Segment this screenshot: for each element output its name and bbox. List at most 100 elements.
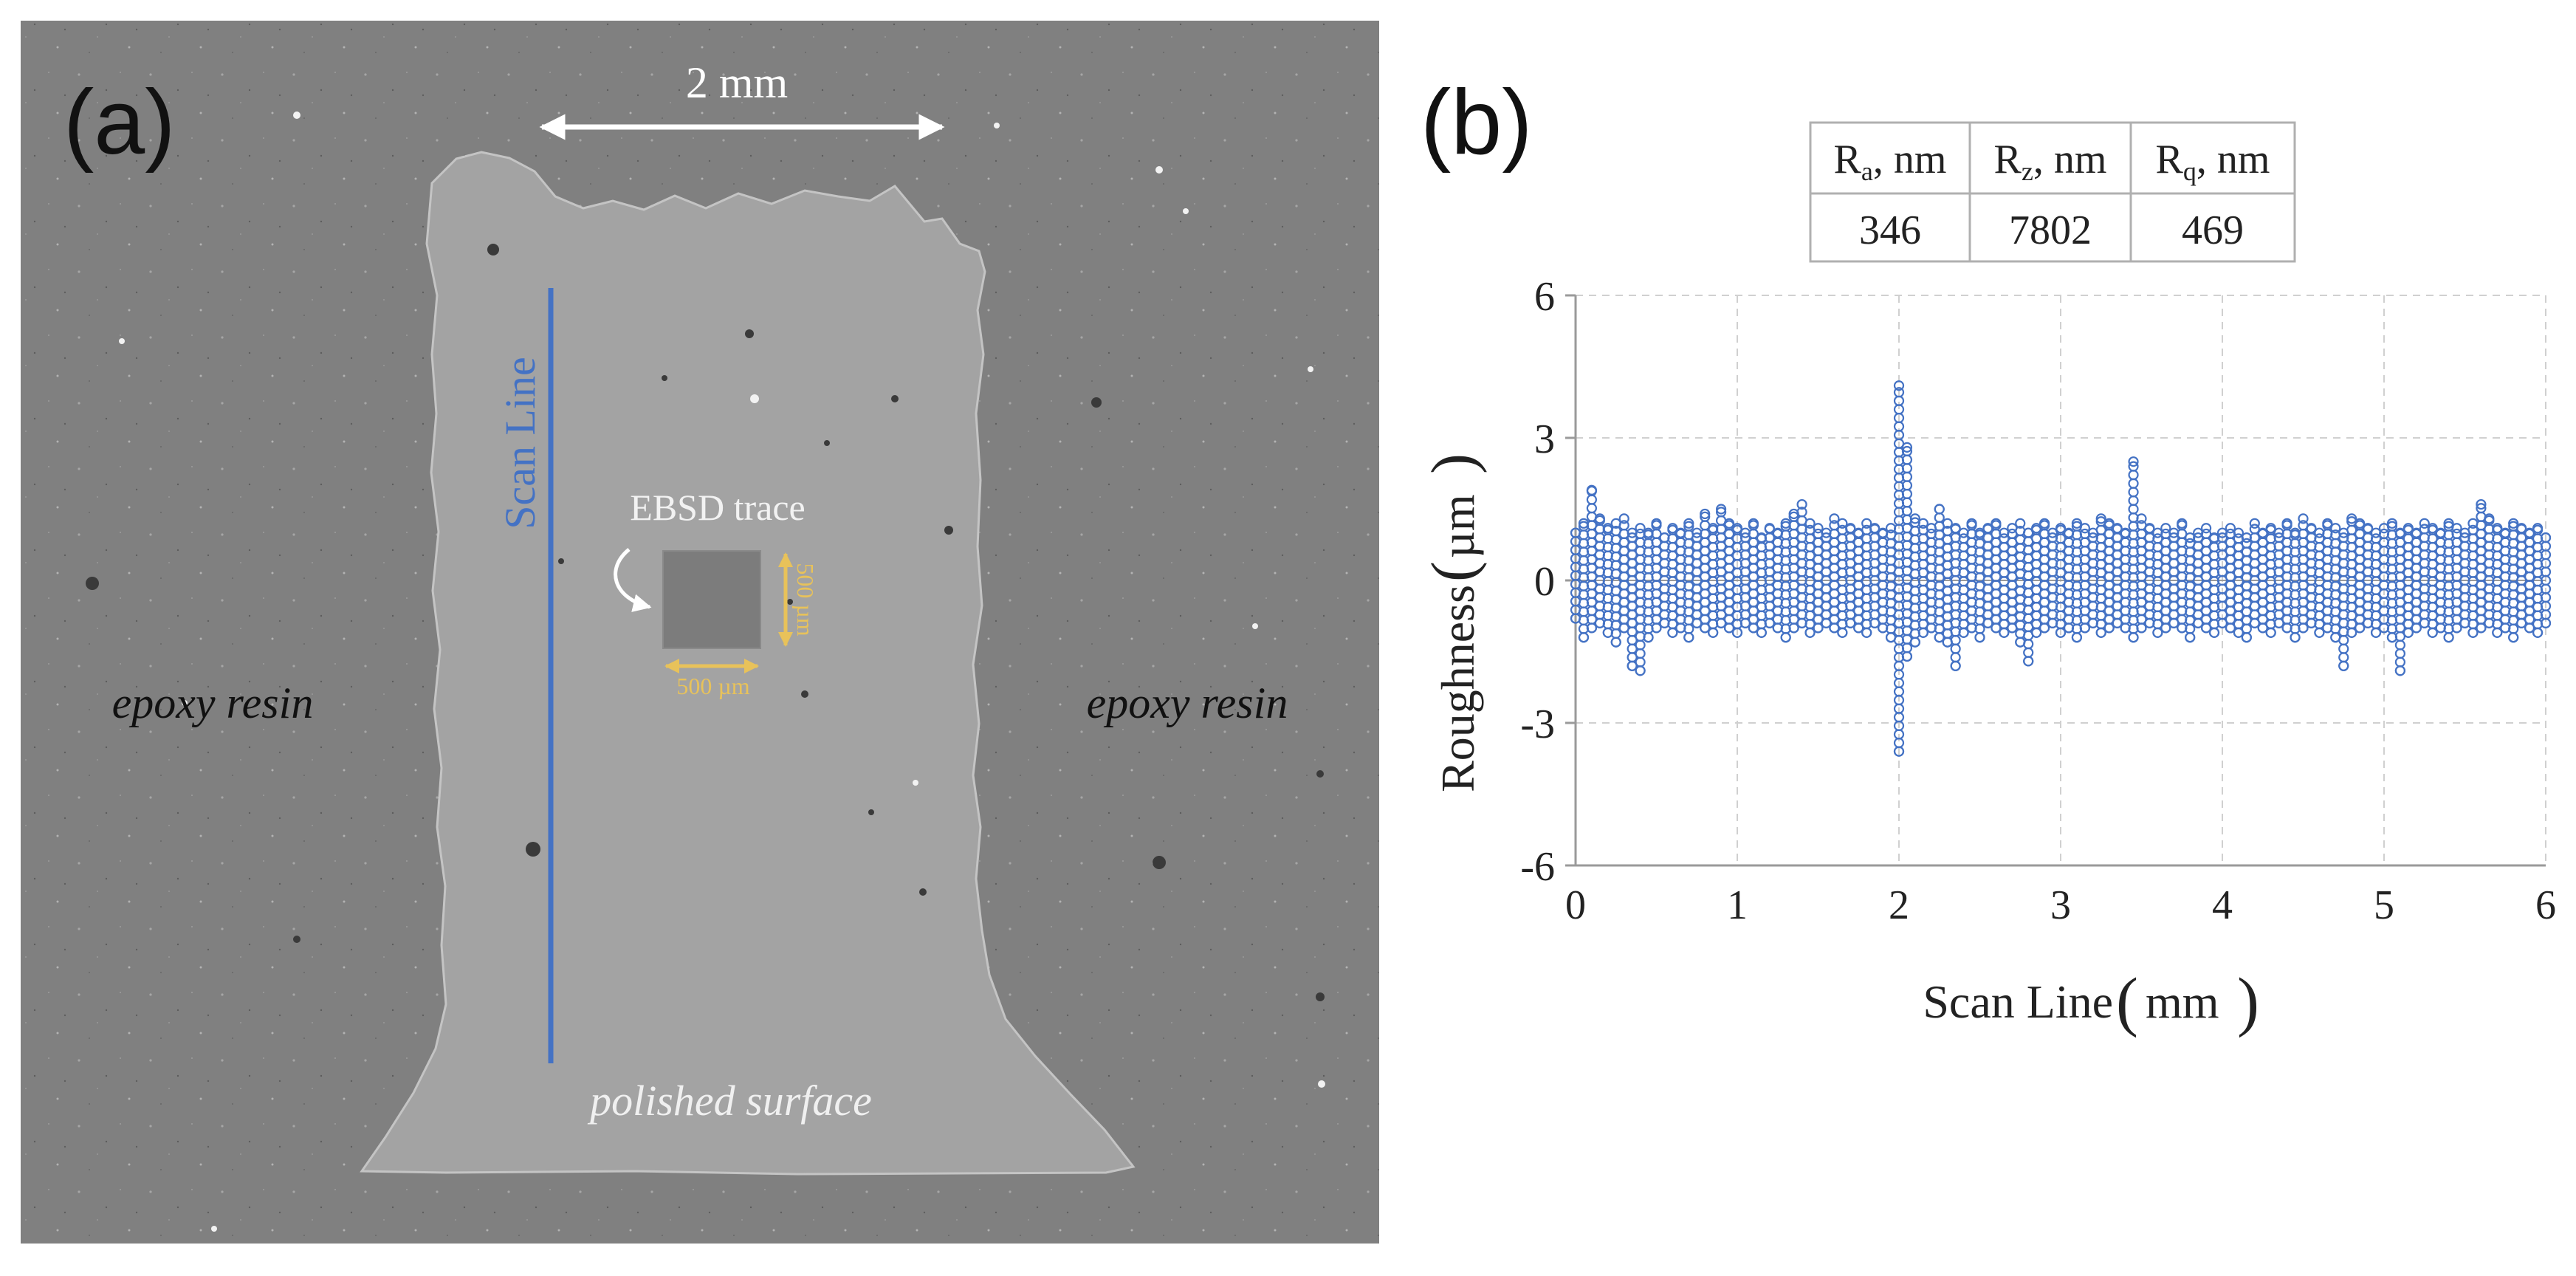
data-point (2201, 528, 2212, 540)
data-point-min (2241, 632, 2252, 643)
data-point (2128, 478, 2139, 489)
roughness-table: Ra, nm Rz, nm Rq, nm 346 7802 469 (1809, 121, 2296, 263)
y-axis-paren-right: ) (1419, 453, 1488, 474)
ebsd-arrow (614, 548, 652, 612)
data-point-min (2476, 622, 2487, 634)
y-tick-label: 6 (1534, 274, 1555, 320)
data-point-min (2492, 627, 2503, 638)
data-point-max (2225, 523, 2236, 534)
data-point-min (2095, 627, 2106, 638)
data-point-max (1748, 518, 1759, 529)
x-axis-paren-right: ) (2237, 965, 2259, 1038)
data-point-max (2476, 498, 2487, 510)
data-point-max (2233, 527, 2244, 538)
data-point-min (2249, 617, 2260, 629)
data-point (2467, 524, 2479, 535)
data-point-max (2128, 456, 2139, 467)
data-point (1950, 652, 1961, 663)
data-point (1821, 532, 1832, 543)
x-tick-label: 3 (2050, 882, 2071, 928)
y-axis-title-unit: µm (1432, 494, 1484, 558)
data-point-max (2112, 523, 2123, 534)
data-point (2128, 487, 2139, 498)
data-point (1635, 639, 1646, 651)
data-point-min (2193, 617, 2204, 629)
data-point-max (2484, 513, 2495, 524)
data-point-min (1756, 627, 1767, 638)
data-point (1691, 532, 1703, 543)
table-header-rq: Rq, nm (2156, 137, 2270, 186)
data-point-max (1901, 442, 1913, 453)
data-point-max (1950, 523, 1961, 534)
data-point-min (1739, 617, 1751, 629)
data-point-min (2103, 622, 2115, 634)
data-point-min (2516, 617, 2527, 629)
data-point-max (2516, 523, 2527, 534)
x-axis-title-text: Scan Line (1923, 975, 2113, 1028)
data-point-min (1708, 627, 1719, 638)
data-point (2168, 532, 2180, 543)
data-point-max (2540, 532, 2552, 543)
data-point-min (2023, 656, 2034, 667)
data-point-max (1845, 523, 1856, 534)
data-point-max (1796, 498, 1807, 510)
panel-a: 2 mm Scan Line EBSD trace 500 µm 500 µm … (21, 21, 1379, 1244)
data-point (1934, 512, 1945, 524)
data-point-min (1780, 632, 1791, 643)
data-point-min (1700, 622, 1711, 634)
data-point-min (1586, 622, 1597, 634)
data-point-max (2443, 518, 2454, 529)
data-point-min (2427, 627, 2438, 638)
x-tick-label: 4 (2212, 882, 2233, 928)
data-point-min (1667, 627, 1678, 638)
data-point-min (1991, 622, 2002, 634)
right-region-label: epoxy resin (1087, 679, 1288, 727)
data-point-max (2136, 513, 2147, 524)
data-point-min (1813, 622, 1824, 634)
data-point-min (1917, 627, 1928, 638)
data-point-max (1804, 518, 1816, 529)
surface-pits (86, 244, 1325, 1001)
data-point-max (2039, 518, 2050, 529)
data-point-min (2273, 617, 2284, 629)
data-point-min (1950, 660, 1961, 671)
data-point-min (2031, 627, 2042, 638)
data-point-min (1651, 622, 1662, 634)
data-point-min (2314, 627, 2325, 638)
data-point-min (2257, 622, 2268, 634)
roughness-chart: -6 -3 0 3 6 0 1 2 3 4 5 6 (1520, 274, 2556, 928)
data-point (1893, 387, 1905, 398)
data-point-min (2071, 632, 2082, 643)
data-point (2394, 648, 2405, 659)
data-point (2241, 623, 2252, 634)
data-point-min (2136, 622, 2147, 634)
data-point (1586, 494, 1597, 505)
data-point-max (2451, 523, 2462, 534)
data-point-min (2112, 617, 2123, 629)
data-point (2193, 532, 2204, 543)
data-point (2023, 647, 2034, 658)
ebsd-trace-area (662, 550, 761, 649)
data-point-min (2055, 627, 2067, 638)
data-point (2128, 495, 2139, 507)
data-point (2394, 639, 2405, 651)
data-point-max (1861, 518, 1872, 529)
data-point-max (1683, 518, 1694, 529)
scan-line-label: Scan Line (496, 357, 544, 529)
data-point (2023, 639, 2034, 650)
data-point-min (1618, 622, 1629, 634)
data-point-min (2467, 627, 2479, 638)
data-point-min (2411, 622, 2422, 634)
data-point-max (1764, 523, 1775, 534)
table-frame (1809, 121, 2296, 263)
data-point (2128, 470, 2139, 481)
data-point (2370, 533, 2382, 544)
data-point-min (1723, 622, 1735, 634)
data-point (1999, 533, 2010, 544)
data-point-min (2524, 622, 2535, 634)
data-point-min (2540, 617, 2552, 629)
data-point-min (1861, 627, 1872, 638)
data-point (1683, 521, 1694, 532)
data-point (1618, 520, 1629, 531)
